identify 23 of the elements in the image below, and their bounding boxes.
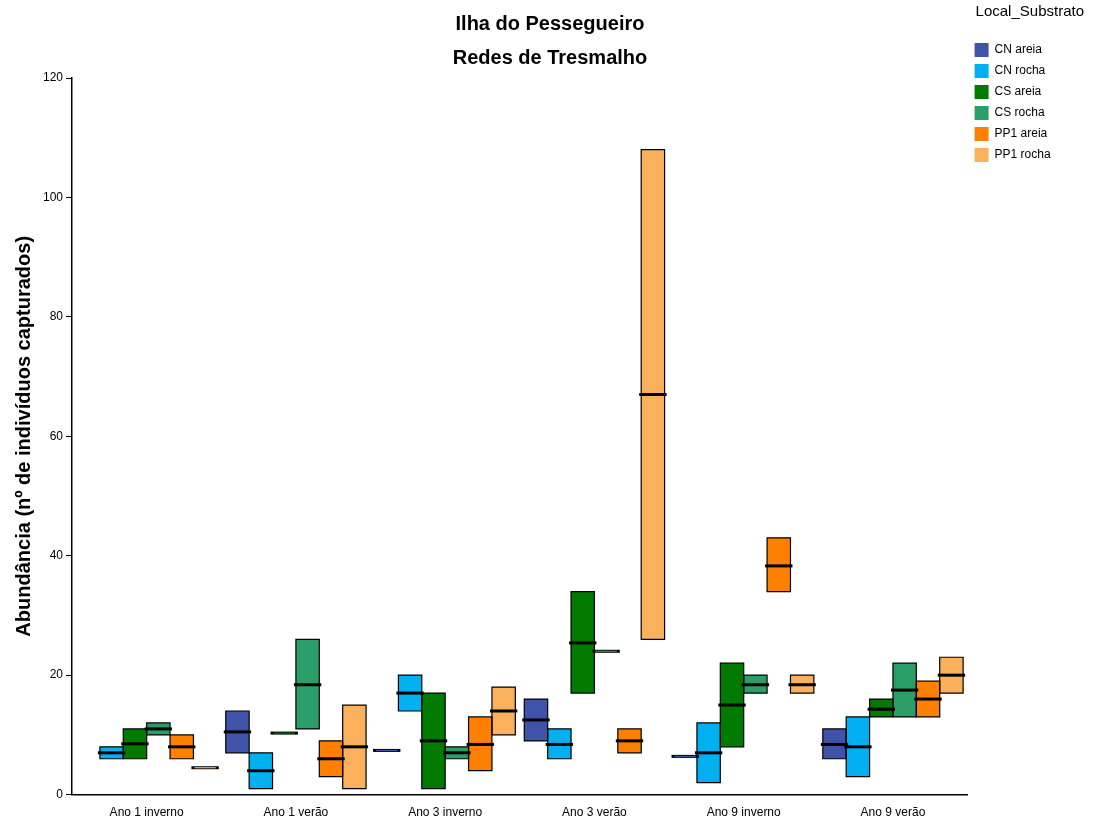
- chart-title: Ilha do Pessegueiro: [455, 11, 645, 34]
- y-tick-label: 80: [49, 309, 64, 324]
- x-tick-label: Ano 3 verão: [562, 805, 628, 820]
- y-axis-title: Abundância (nº de indivíduos capturados): [11, 235, 34, 637]
- y-tick-label: 20: [49, 667, 64, 682]
- x-tick-label: Ano 9 verão: [860, 805, 926, 820]
- legend-label: PP1 areia: [994, 126, 1048, 141]
- y-tick-label: 0: [56, 786, 64, 801]
- legend-label: CS rocha: [994, 105, 1045, 120]
- chart-subtitle: Redes de Tresmalho: [452, 45, 648, 68]
- y-tick-label: 100: [42, 189, 64, 204]
- y-tick-label: 40: [49, 548, 64, 563]
- legend-label: CN areia: [994, 42, 1043, 57]
- legend-label: PP1 rocha: [994, 147, 1051, 162]
- y-tick-label: 120: [42, 70, 64, 85]
- x-tick-label: Ano 3 inverno: [408, 805, 483, 820]
- x-tick-label: Ano 1 verão: [263, 805, 329, 820]
- y-tick-label: 60: [49, 428, 64, 443]
- legend-label: CS areia: [994, 84, 1042, 99]
- legend-label: CN rocha: [994, 63, 1046, 78]
- legend-title: Local_Substrato: [975, 1, 1084, 19]
- x-tick-label: Ano 1 inverno: [109, 805, 184, 820]
- x-tick-label: Ano 9 inverno: [706, 805, 782, 820]
